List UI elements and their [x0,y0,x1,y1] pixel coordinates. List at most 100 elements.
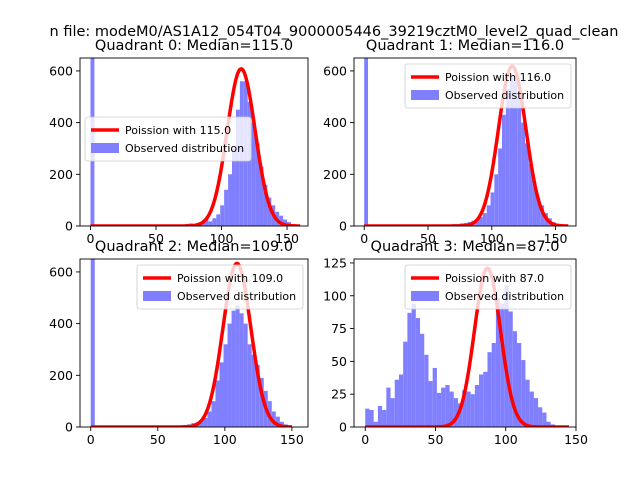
axes-frame [353,258,577,428]
histogram-bar [504,285,509,427]
y-tick-label: 0 [339,420,347,435]
x-tick-label: 50 [428,432,444,447]
histogram-bar [235,109,240,226]
legend-box [404,63,572,109]
histogram-bar [517,96,522,226]
histogram-bar [231,310,236,427]
histogram-bar [494,174,499,226]
histogram-bar [275,416,280,427]
histogram-bar [525,379,530,427]
y-tick-label: 200 [323,167,347,182]
histogram-bar [204,219,209,226]
legend-patch-swatch [411,291,439,301]
subplot-quadrant-2: 0 50 100 150 0 200 400 600 Quadrant 2: Median=10… [49,239,309,447]
x-tick-label: 100 [210,231,234,246]
y-tick-label: 100 [323,288,347,303]
histogram-bar [420,333,425,427]
x-tick-label: 100 [213,432,237,447]
legend-label: Observed distribution [177,290,296,303]
histogram-bar [441,387,446,427]
histogram-bar [470,394,475,427]
histogram-bar [445,385,450,427]
subplot-quadrant-1: 0 50 100 150 0 200 400 600 Quadrant 1: Median=11… [323,38,577,246]
legend-patch-swatch [411,90,439,100]
legend-label: Poission with 109.0 [177,272,283,285]
subplot-title: Quadrant 3: Median=87.0 [371,239,560,255]
histogram-bar [524,143,529,226]
histogram-bar [505,89,510,226]
axes-frame [79,57,309,227]
histogram-bar [365,408,370,427]
histogram-bar [487,352,492,427]
histogram-bar [529,391,534,427]
histogram-bar [216,214,221,226]
histogram-bar [239,313,244,427]
y-tick-label: 0 [339,219,347,234]
histogram-bar [247,101,252,226]
histogram-bar [482,213,487,226]
histogram-bar [263,184,268,226]
x-tick-label: 50 [420,231,436,246]
histogram-bar [398,374,404,427]
y-tick-label: 50 [331,354,347,369]
histogram-bar [208,221,213,226]
histogram-bar [521,360,526,427]
legend-label: Observed distribution [125,142,244,155]
subplot-title: Quadrant 0: Median=115.0 [95,38,293,54]
y-tick-label: 200 [49,167,73,182]
histogram-bar [283,219,288,226]
histogram-bar [513,81,518,226]
axes-frame [353,57,577,227]
histogram-bar [457,403,463,427]
subplot-quadrant-3: 0 50 100 150 0 25 50 75 100 125 Quadrant 3: Median… [323,239,588,447]
y-tick-label: 125 [323,255,347,270]
histogram-bar [540,205,545,226]
y-tick-label: 600 [49,63,73,78]
histogram-bar [369,409,374,427]
histogram-bar [462,390,467,427]
histogram-bar [542,412,547,427]
poisson-curve [363,64,570,226]
subplot-title: Quadrant 1: Median=116.0 [366,38,564,54]
histogram-bar [428,381,433,427]
histogram-bar [502,114,506,226]
histogram-bar [255,143,260,226]
histogram-bar [479,216,483,226]
y-tick-label: 25 [331,387,347,402]
histogram-bar [259,377,264,427]
histogram-bar [212,218,217,226]
subplot-grid: 0 50 100 150 0 200 400 600 Quadrant 0: Median=11… [49,38,588,447]
subplot-quadrant-0: 0 50 100 150 0 200 400 600 Quadrant 0: Median=11… [49,38,309,246]
legend: Poission with 115.0 Observed distribution [84,116,252,162]
histogram-bar [453,398,458,427]
y-tick-label: 400 [323,115,347,130]
histogram-bar [500,303,505,427]
histogram-bar [532,182,537,226]
subplot-title: Quadrant 2: Median=109.0 [95,239,293,255]
legend-box [84,116,252,162]
legend-label: Poission with 116.0 [445,71,551,84]
histogram-bar [251,354,256,427]
histogram-bar [498,148,502,226]
histogram-bar [403,341,408,427]
x-tick-label: 0 [361,432,369,447]
figure-title: n file: modeM0/AS1A12_054T04_9000005446_… [50,24,619,40]
x-tick-label: 100 [480,231,504,246]
x-tick-label: 0 [87,432,95,447]
legend: Poission with 109.0 Observed distribution [136,264,304,310]
histogram-bar [495,298,501,427]
plot-area [364,266,571,427]
histogram-bar [373,421,378,427]
legend-box [404,264,572,310]
histogram-bar [528,163,533,226]
histogram-bar [271,411,276,427]
y-tick-label: 400 [49,115,73,130]
histogram-bar [251,122,256,226]
x-tick-label: 150 [275,231,299,246]
histogram-bar [235,305,240,427]
poisson-curve [89,67,302,226]
histogram-bar [255,364,260,427]
histogram-bar [232,148,236,226]
y-tick-label: 200 [49,368,73,383]
